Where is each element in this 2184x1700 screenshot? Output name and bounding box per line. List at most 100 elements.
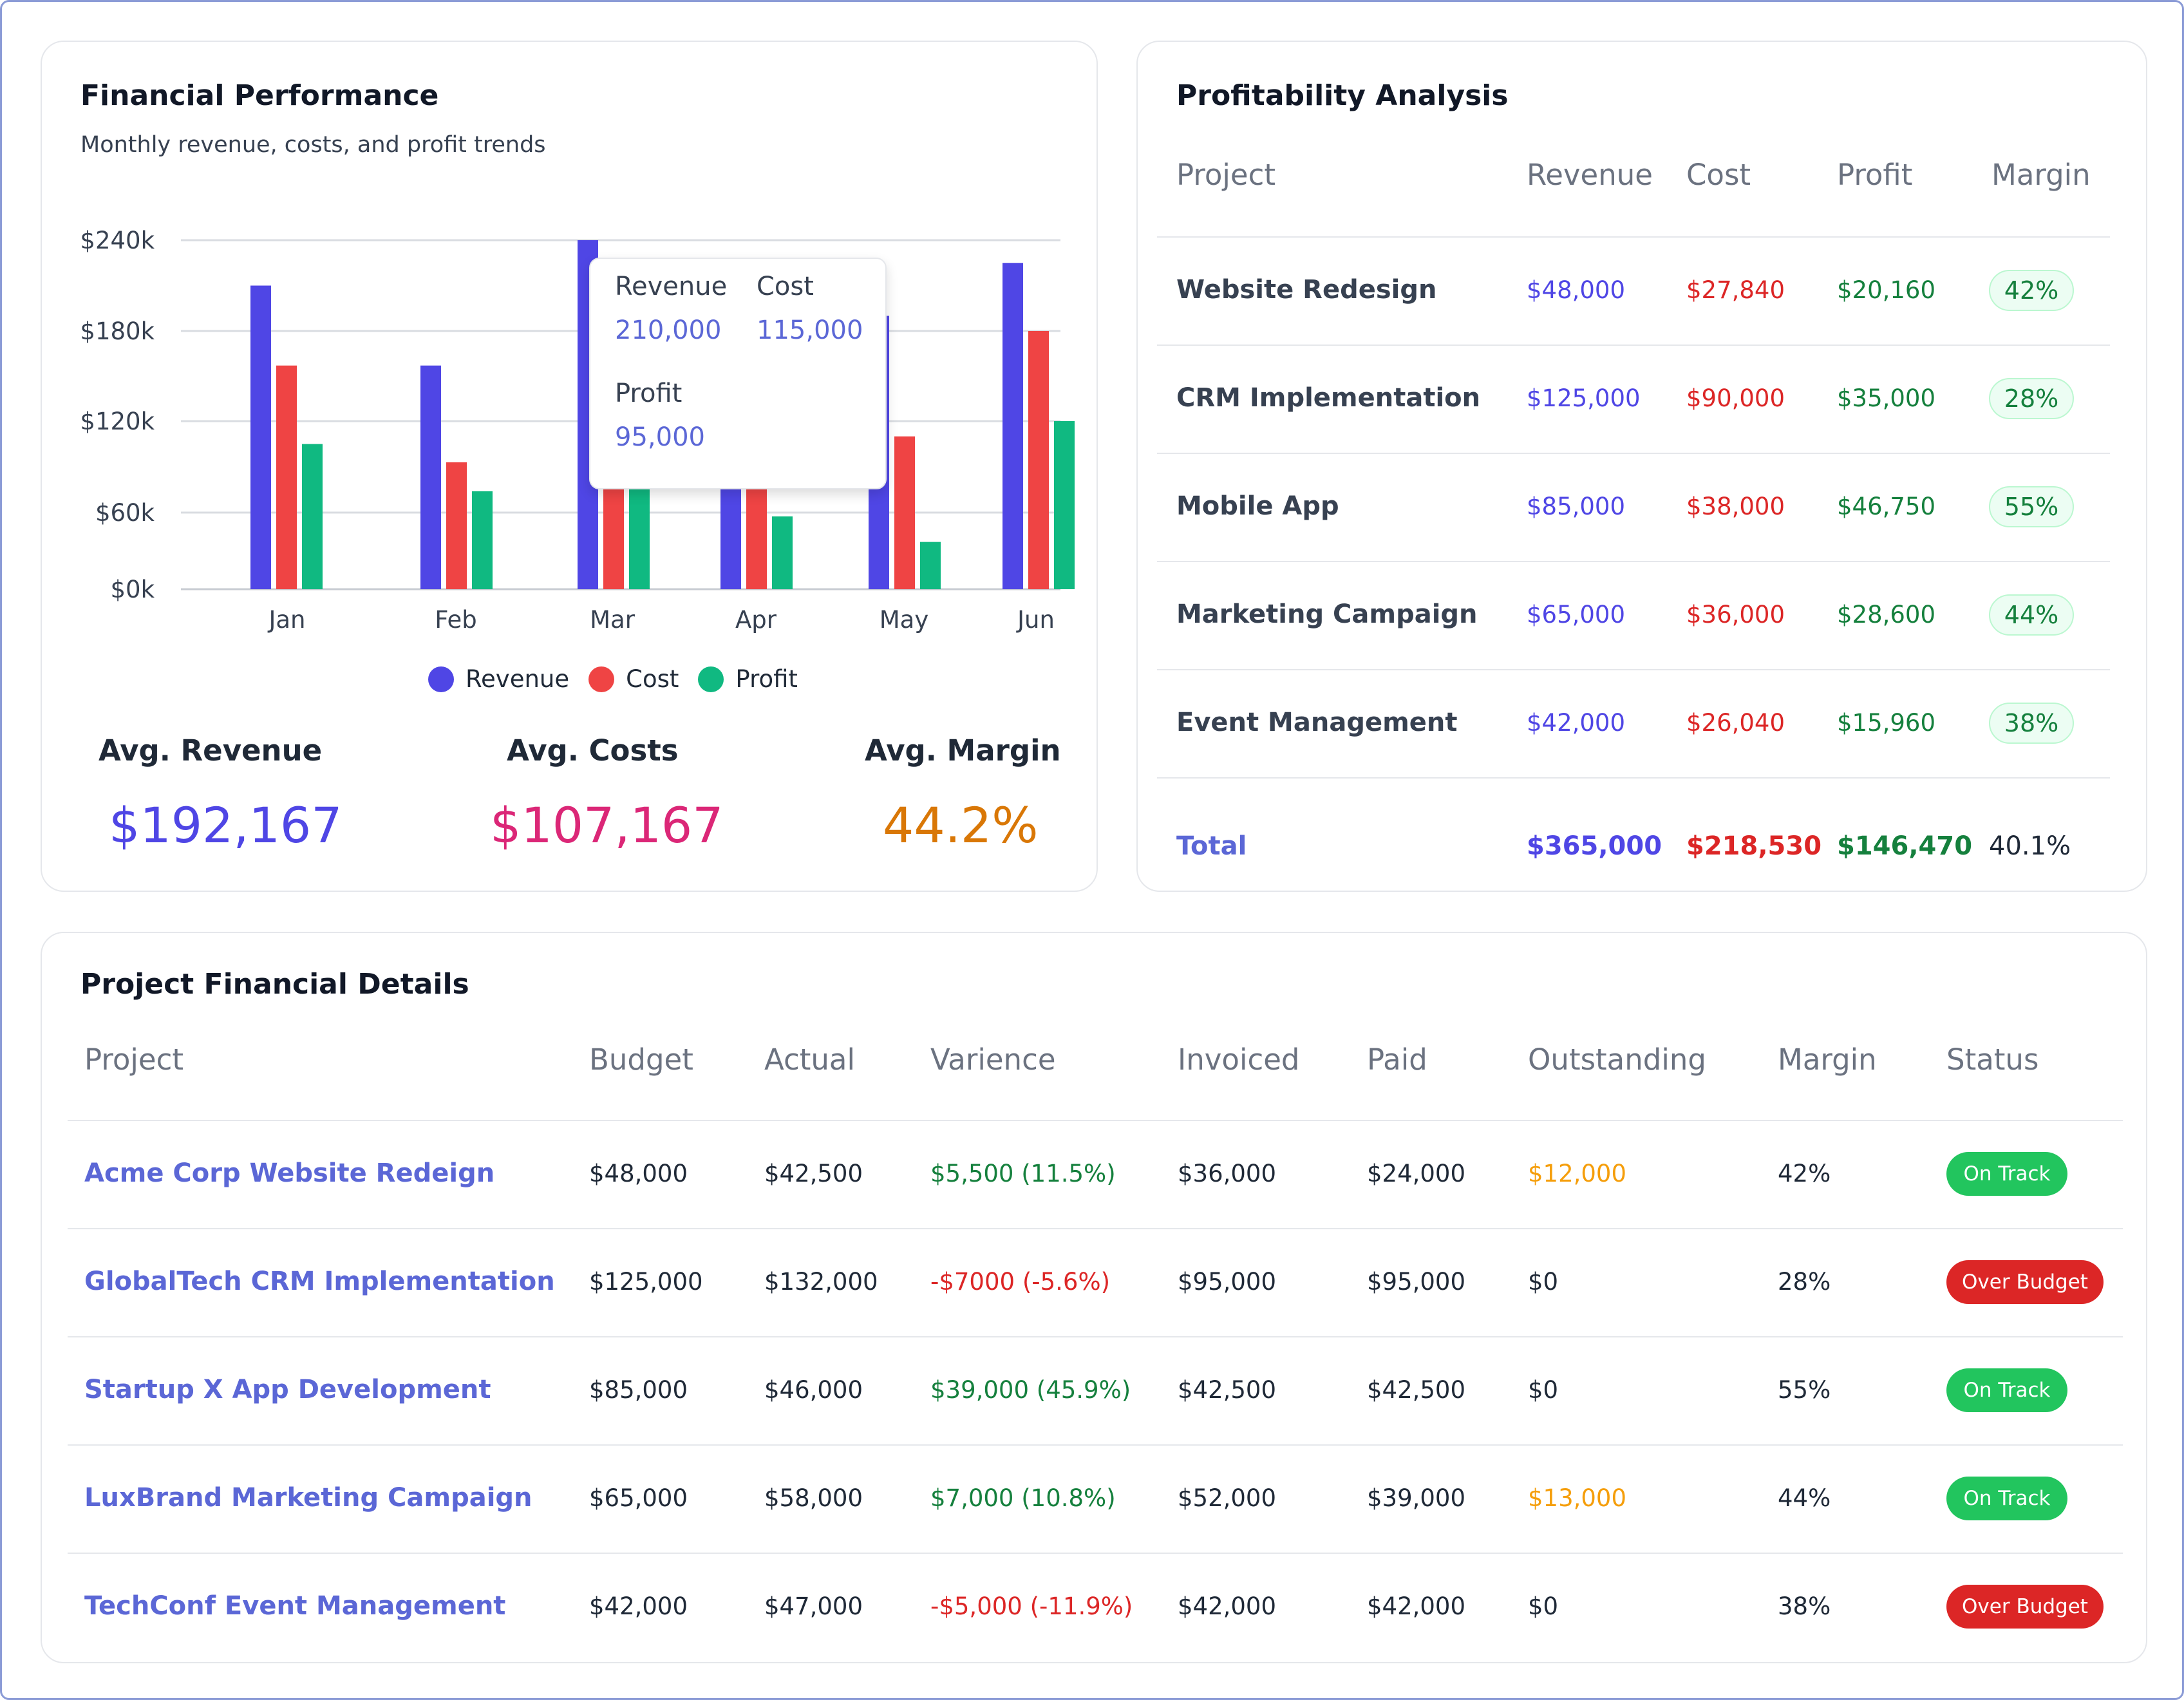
card-title: Profitability Analysis xyxy=(1176,79,1509,112)
paid-cell: $42,500 xyxy=(1367,1376,1466,1404)
th-project[interactable]: Project xyxy=(84,1043,184,1077)
revenue-cell: $42,000 xyxy=(1527,709,1626,737)
th-actual[interactable]: Actual xyxy=(764,1043,855,1077)
cost-dot-icon xyxy=(588,666,615,692)
th-cost[interactable]: Cost xyxy=(1686,158,1751,192)
x-tick-label: Feb xyxy=(435,606,477,634)
divider xyxy=(68,1553,2123,1554)
paid-cell: $95,000 xyxy=(1367,1268,1466,1296)
project-link[interactable]: TechConf Event Management xyxy=(84,1591,506,1621)
th-status[interactable]: Status xyxy=(1946,1043,2039,1077)
y-tick-label: $0k xyxy=(110,576,155,603)
margin-cell: 38% xyxy=(1778,1592,1831,1620)
cost-cell: $90,000 xyxy=(1686,384,1785,412)
tooltip-cost-label: Cost xyxy=(757,272,814,301)
legend-item-profit[interactable]: Profit xyxy=(698,665,798,693)
chart-tooltip: Revenue Cost 210,000 115,000 Profit 95,0… xyxy=(589,258,887,489)
project-link[interactable]: Acme Corp Website Redeign xyxy=(84,1158,495,1188)
margin-cell: 28% xyxy=(1778,1268,1831,1296)
margin-badge: 55% xyxy=(1989,486,2074,527)
revenue-bar xyxy=(420,365,441,589)
divider xyxy=(1157,561,2110,562)
chart-legend: Revenue Cost Profit xyxy=(428,665,798,693)
avg-margin-value: 44.2% xyxy=(883,797,1039,854)
project-link[interactable]: LuxBrand Marketing Campaign xyxy=(84,1483,532,1513)
project-name: Website Redesign xyxy=(1176,275,1437,305)
th-budget[interactable]: Budget xyxy=(589,1043,693,1077)
x-tick-label: Jun xyxy=(1016,606,1055,634)
margin-badge: 42% xyxy=(1989,270,2074,311)
y-tick-label: $60k xyxy=(95,499,155,527)
revenue-cell: $125,000 xyxy=(1527,384,1641,412)
total-profit: $146,470 xyxy=(1837,831,1973,861)
profit-bar xyxy=(920,542,941,589)
avg-revenue-value: $192,167 xyxy=(109,797,343,854)
tooltip-profit-value: 95,000 xyxy=(615,422,705,452)
cost-bar xyxy=(1028,331,1049,589)
x-tick-label: Jan xyxy=(267,606,305,634)
project-name: Marketing Campaign xyxy=(1176,600,1478,629)
revenue-cell: $65,000 xyxy=(1527,601,1626,628)
th-variance[interactable]: Varience xyxy=(930,1043,1056,1077)
revenue-cell: $85,000 xyxy=(1527,493,1626,520)
tooltip-revenue-value: 210,000 xyxy=(615,316,722,345)
status-badge: Over Budget xyxy=(1946,1260,2104,1304)
project-link[interactable]: Startup X App Development xyxy=(84,1375,491,1404)
invoiced-cell: $52,000 xyxy=(1178,1484,1277,1512)
legend-item-cost[interactable]: Cost xyxy=(588,665,679,693)
avg-costs-value: $107,167 xyxy=(490,797,724,854)
divider xyxy=(68,1336,2123,1337)
status-badge: On Track xyxy=(1946,1368,2067,1412)
th-margin[interactable]: Margin xyxy=(1991,158,2091,192)
revenue-bar xyxy=(1003,263,1023,589)
outstanding-cell: $0 xyxy=(1528,1268,1559,1296)
invoiced-cell: $36,000 xyxy=(1178,1160,1277,1187)
th-project[interactable]: Project xyxy=(1176,158,1276,192)
budget-cell: $65,000 xyxy=(589,1484,688,1512)
th-margin[interactable]: Margin xyxy=(1778,1043,1877,1077)
y-tick-label: $240k xyxy=(80,227,155,254)
cost-cell: $27,840 xyxy=(1686,276,1785,304)
profit-cell: $15,960 xyxy=(1837,709,1936,737)
profit-cell: $28,600 xyxy=(1837,601,1936,628)
total-label: Total xyxy=(1176,831,1247,861)
profit-cell: $46,750 xyxy=(1837,493,1936,520)
avg-revenue-label: Avg. Revenue xyxy=(99,733,323,768)
divider xyxy=(68,1444,2123,1446)
project-link[interactable]: GlobalTech CRM Implementation xyxy=(84,1267,555,1296)
paid-cell: $42,000 xyxy=(1367,1592,1466,1620)
variance-cell: $5,500 (11.5%) xyxy=(930,1160,1116,1187)
legend-item-revenue[interactable]: Revenue xyxy=(428,665,569,693)
status-badge: Over Budget xyxy=(1946,1585,2104,1629)
actual-cell: $47,000 xyxy=(764,1592,863,1620)
legend-label: Profit xyxy=(735,665,798,693)
revenue-dot-icon xyxy=(428,666,454,692)
th-revenue[interactable]: Revenue xyxy=(1527,158,1653,192)
avg-margin-label: Avg. Margin xyxy=(865,733,1061,768)
divider xyxy=(68,1120,2123,1121)
x-tick-label: Apr xyxy=(735,606,777,634)
profit-cell: $35,000 xyxy=(1837,384,1936,412)
variance-cell: -$7000 (-5.6%) xyxy=(930,1268,1111,1296)
project-financial-details-card: Project Financial Details Project Budget A… xyxy=(41,932,2147,1663)
th-invoiced[interactable]: Invoiced xyxy=(1178,1043,1300,1077)
margin-badge: 28% xyxy=(1989,378,2074,419)
profit-bar xyxy=(472,491,493,589)
tooltip-cost-value: 115,000 xyxy=(757,316,863,345)
th-profit[interactable]: Profit xyxy=(1837,158,1913,192)
project-name: Mobile App xyxy=(1176,491,1339,521)
actual-cell: $132,000 xyxy=(764,1268,878,1296)
divider xyxy=(1157,777,2110,779)
x-tick-label: May xyxy=(880,606,929,634)
margin-cell: 55% xyxy=(1778,1376,1831,1404)
variance-cell: $7,000 (10.8%) xyxy=(930,1484,1116,1512)
project-name: CRM Implementation xyxy=(1176,383,1481,413)
th-outstanding[interactable]: Outstanding xyxy=(1528,1043,1706,1077)
bar-chart: $0k $60k $120k $180k $240k Jan Feb Mar Apr May Jun xyxy=(80,227,1075,634)
profit-cell: $20,160 xyxy=(1837,276,1936,304)
card-subtitle: Monthly revenue, costs, and profit trend… xyxy=(80,132,546,158)
th-paid[interactable]: Paid xyxy=(1367,1043,1427,1077)
total-revenue: $365,000 xyxy=(1527,831,1662,861)
divider xyxy=(1157,453,2110,454)
total-cost: $218,530 xyxy=(1686,831,1822,861)
